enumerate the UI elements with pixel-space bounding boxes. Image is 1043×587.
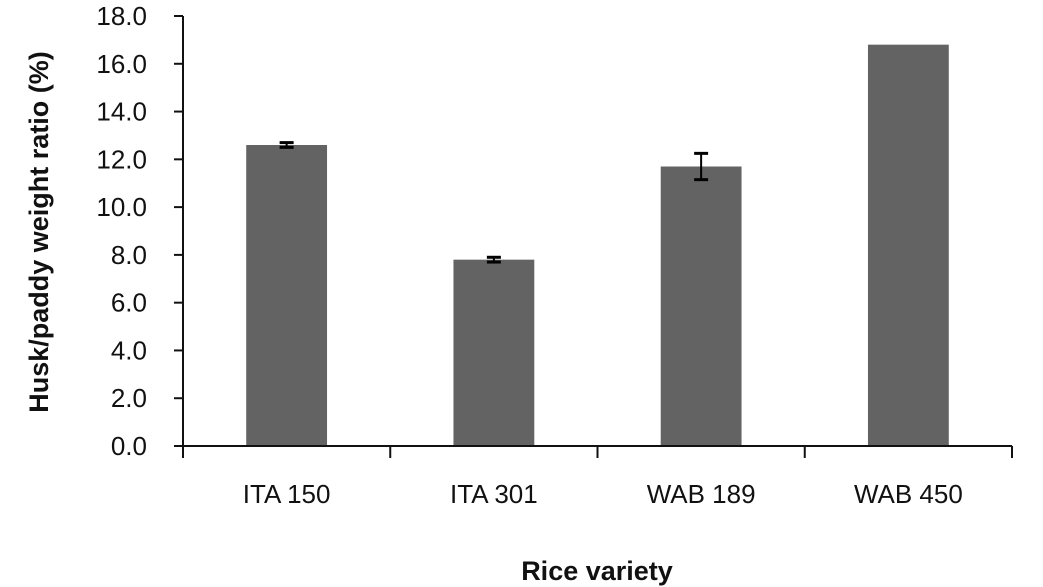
bars	[246, 44, 949, 447]
y-tick-label: 10.0	[96, 192, 147, 222]
y-tick-label: 8.0	[111, 240, 147, 270]
x-axis-labels: ITA 150 ITA 301 WAB 189 WAB 450	[243, 479, 963, 509]
axes	[174, 16, 1013, 458]
y-tick-label: 12.0	[96, 144, 147, 174]
y-axis-title: Husk/paddy weight ratio (%)	[24, 51, 54, 413]
error-bar	[279, 141, 294, 149]
x-tick-label: WAB 450	[854, 479, 963, 509]
x-axis-title: Rice variety	[521, 556, 673, 586]
bar-ita-150	[246, 145, 328, 446]
error-bar	[486, 255, 501, 264]
y-tick-label: 18.0	[96, 1, 147, 31]
x-tick-label: ITA 301	[450, 479, 538, 509]
error-bar	[694, 151, 709, 182]
bar-wab-189	[660, 166, 742, 446]
y-tick-label: 0.0	[111, 431, 147, 461]
y-tick-label: 14.0	[96, 97, 147, 127]
y-axis-ticks: 0.0 2.0 4.0 6.0 8.0 10.0 12.0 14.0 16.0 18.0	[96, 1, 183, 461]
x-tick-label: ITA 150	[243, 479, 331, 509]
bar-wab-450	[867, 44, 949, 447]
x-tick-label: WAB 189	[647, 479, 756, 509]
bar-ita-301	[453, 259, 535, 446]
y-tick-label: 2.0	[111, 383, 147, 413]
y-tick-label: 4.0	[111, 335, 147, 365]
y-tick-label: 6.0	[111, 288, 147, 318]
y-tick-label: 16.0	[96, 49, 147, 79]
